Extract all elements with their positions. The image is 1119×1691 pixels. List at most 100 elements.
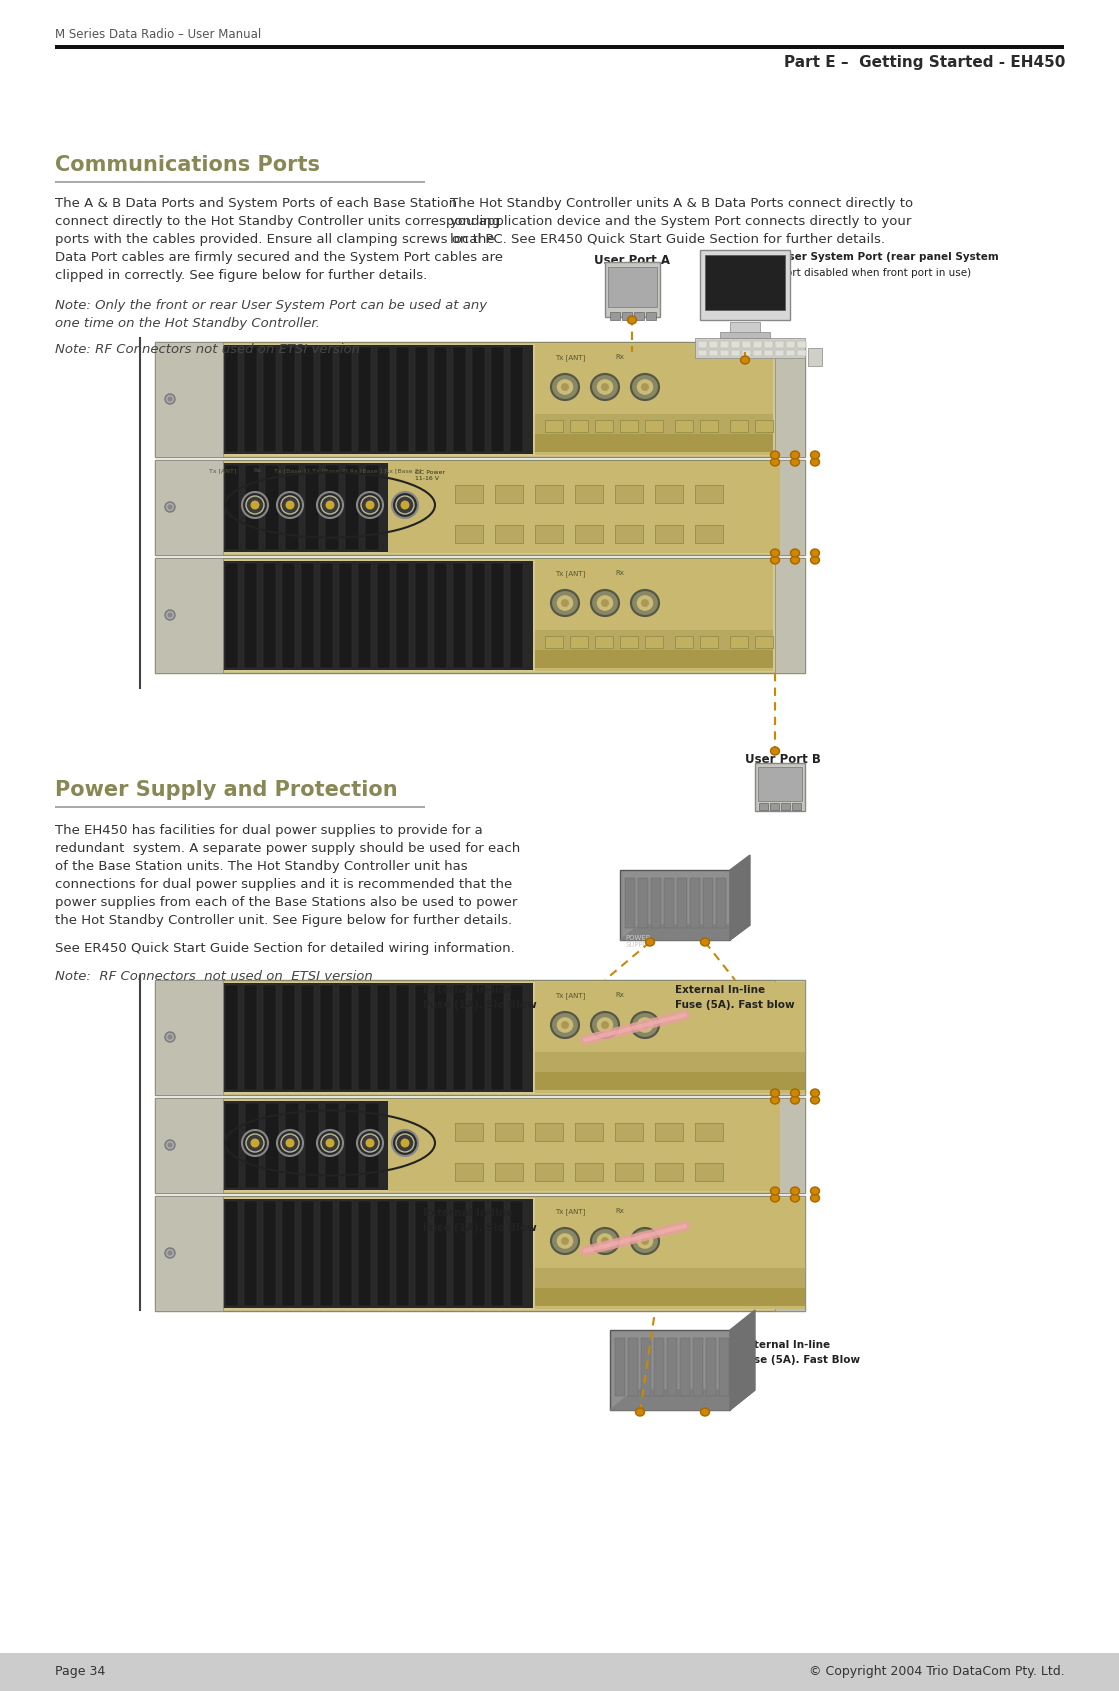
Bar <box>545 419 563 431</box>
Bar <box>695 485 723 502</box>
Ellipse shape <box>591 374 619 401</box>
Bar <box>377 984 391 1091</box>
Bar <box>535 1072 805 1091</box>
Bar <box>453 984 466 1091</box>
Bar <box>775 350 784 357</box>
Bar <box>320 984 333 1091</box>
Bar <box>434 984 446 1091</box>
Bar <box>325 1103 339 1189</box>
Bar <box>156 1097 223 1192</box>
Text: Tx [Base 1]: Tx [Base 1] <box>274 468 310 473</box>
Bar <box>535 1052 805 1072</box>
Bar <box>641 1338 651 1397</box>
Text: The A & B Data Ports and System Ports of each Base Station: The A & B Data Ports and System Ports of… <box>55 196 458 210</box>
Bar <box>730 321 760 335</box>
Bar <box>225 1201 238 1305</box>
Bar <box>223 1101 388 1190</box>
Bar <box>320 563 333 668</box>
Bar <box>263 563 276 668</box>
Bar <box>491 563 504 668</box>
Text: Note:  RF Connectors  not used on  ETSI version: Note: RF Connectors not used on ETSI ver… <box>55 971 373 982</box>
Text: Rx [Base 1]: Rx [Base 1] <box>350 468 386 473</box>
Ellipse shape <box>771 451 780 458</box>
Ellipse shape <box>168 1251 172 1255</box>
Bar <box>675 636 693 648</box>
Bar <box>610 1331 730 1410</box>
Bar <box>775 1196 805 1311</box>
Bar <box>705 255 786 309</box>
Bar <box>55 46 1064 49</box>
Ellipse shape <box>641 1021 649 1030</box>
Ellipse shape <box>285 501 294 509</box>
Bar <box>664 878 674 928</box>
Bar <box>415 347 427 451</box>
Ellipse shape <box>810 458 819 467</box>
Ellipse shape <box>317 492 344 517</box>
Text: The EH450 has facilities for dual power supplies to provide for a: The EH450 has facilities for dual power … <box>55 824 482 837</box>
Bar <box>358 563 372 668</box>
Bar <box>388 462 780 553</box>
Bar <box>703 878 713 928</box>
Bar <box>282 984 295 1091</box>
Text: Rx: Rx <box>253 468 261 473</box>
Text: DC Power
11-16 V: DC Power 11-16 V <box>415 470 445 480</box>
Ellipse shape <box>790 1194 799 1202</box>
Bar <box>156 1097 805 1192</box>
Bar <box>156 342 805 457</box>
Bar <box>615 524 643 543</box>
Ellipse shape <box>636 595 653 612</box>
Ellipse shape <box>168 612 172 617</box>
Ellipse shape <box>790 458 799 467</box>
Bar <box>720 350 728 357</box>
Bar <box>700 419 718 431</box>
Text: The Hot Standby Controller units A & B Data Ports connect directly to: The Hot Standby Controller units A & B D… <box>450 196 913 210</box>
Bar <box>535 560 773 671</box>
Ellipse shape <box>641 382 649 391</box>
Bar <box>345 465 359 550</box>
Bar <box>608 267 657 308</box>
Bar <box>695 524 723 543</box>
Ellipse shape <box>790 451 799 458</box>
Ellipse shape <box>700 939 709 945</box>
Bar <box>755 419 773 431</box>
Text: See ER450 Quick Start Guide Section for detailed wiring information.: See ER450 Quick Start Guide Section for … <box>55 942 515 955</box>
Polygon shape <box>610 1390 755 1410</box>
Bar <box>301 347 314 451</box>
Bar <box>453 1201 466 1305</box>
Ellipse shape <box>810 1089 819 1097</box>
Text: Tx [ANT]: Tx [ANT] <box>555 570 585 577</box>
Bar <box>535 1268 805 1289</box>
Text: local PC. See ER450 Quick Start Guide Section for further details.: local PC. See ER450 Quick Start Guide Se… <box>450 233 885 245</box>
Bar <box>396 563 410 668</box>
Bar <box>495 1163 523 1180</box>
Text: power supplies from each of the Base Stations also be used to power: power supplies from each of the Base Sta… <box>55 896 517 910</box>
Bar <box>653 1338 664 1397</box>
Bar <box>742 350 751 357</box>
Bar <box>535 1163 563 1180</box>
Bar <box>655 524 683 543</box>
Bar <box>325 465 339 550</box>
Bar <box>472 1201 485 1305</box>
Bar <box>651 878 661 928</box>
Bar <box>758 768 802 802</box>
Bar <box>491 1201 504 1305</box>
Bar <box>755 636 773 648</box>
Text: the Hot Standby Controller unit. See Figure below for further details.: the Hot Standby Controller unit. See Fig… <box>55 915 513 927</box>
Bar <box>570 636 587 648</box>
Ellipse shape <box>596 1016 614 1033</box>
Ellipse shape <box>401 1138 410 1148</box>
Bar <box>358 1201 372 1305</box>
Ellipse shape <box>596 595 614 612</box>
Text: Tx [ANT]: Tx [ANT] <box>555 353 585 360</box>
Bar <box>339 1201 352 1305</box>
Bar <box>535 631 773 649</box>
Bar <box>535 1123 563 1141</box>
Ellipse shape <box>164 1248 175 1258</box>
Ellipse shape <box>790 1089 799 1097</box>
Bar <box>770 803 779 810</box>
Bar <box>495 485 523 502</box>
Bar <box>575 1163 603 1180</box>
Ellipse shape <box>636 379 653 396</box>
Bar <box>667 1338 677 1397</box>
Ellipse shape <box>164 394 175 404</box>
